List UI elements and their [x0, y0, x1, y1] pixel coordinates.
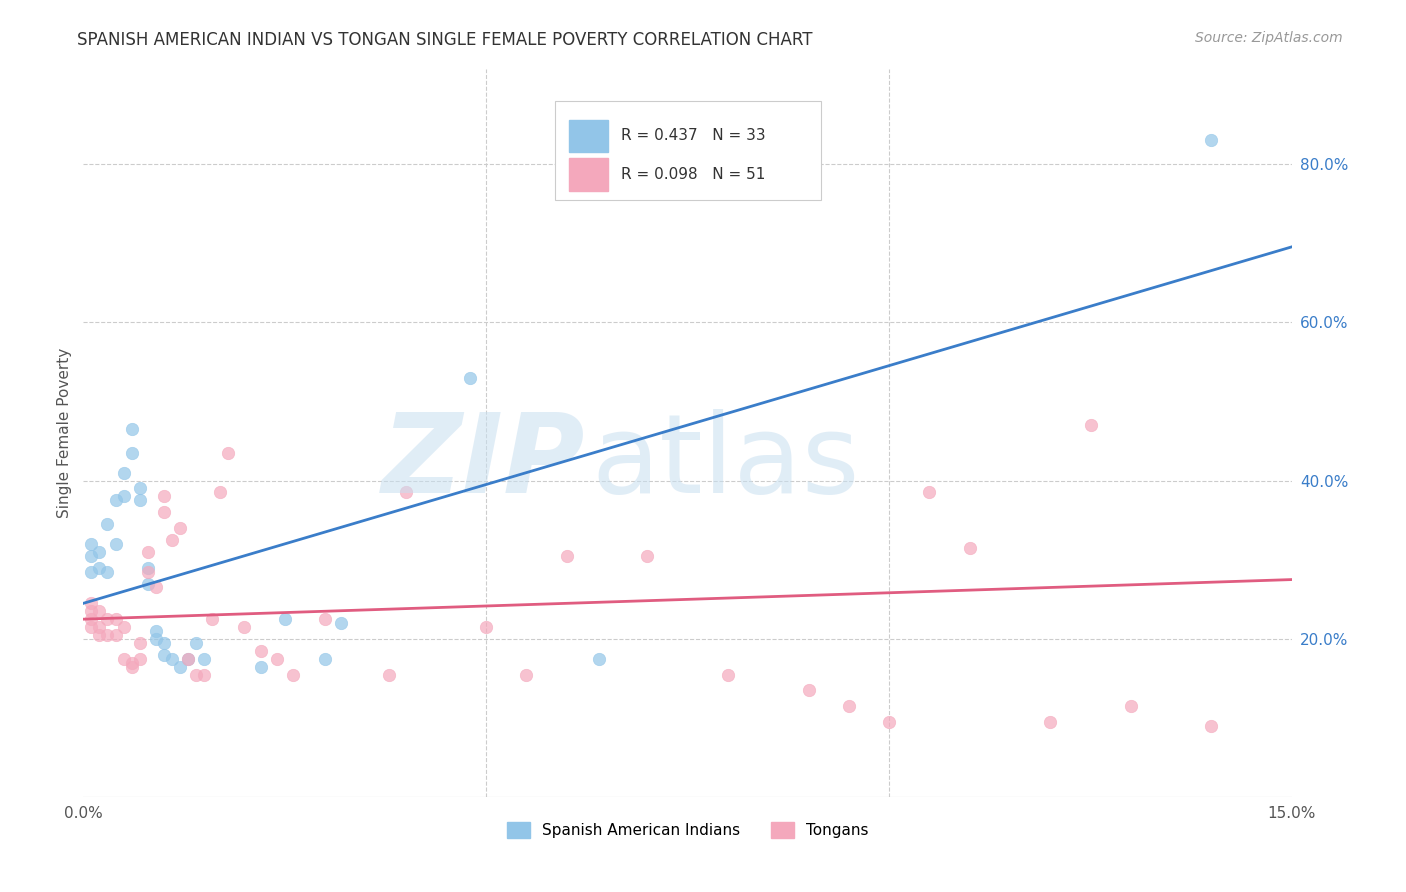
- Point: [96, 628, 118, 642]
- FancyBboxPatch shape: [555, 102, 821, 200]
- Point: [112, 652, 135, 666]
- Point: [281, 667, 304, 681]
- Point: [177, 652, 200, 666]
- Point: [184, 667, 207, 681]
- Point: [266, 652, 288, 666]
- Point: [1201, 719, 1223, 733]
- Point: [153, 489, 176, 503]
- Text: R = 0.098   N = 51: R = 0.098 N = 51: [621, 168, 765, 183]
- Text: R = 0.437   N = 33: R = 0.437 N = 33: [621, 128, 766, 143]
- Point: [233, 620, 256, 634]
- Point: [104, 628, 127, 642]
- Point: [136, 565, 159, 579]
- Point: [121, 656, 143, 670]
- Point: [330, 616, 353, 631]
- Point: [797, 683, 820, 698]
- Point: [145, 581, 167, 595]
- Point: [515, 667, 537, 681]
- Point: [89, 560, 111, 574]
- Point: [80, 612, 103, 626]
- Point: [80, 565, 103, 579]
- Point: [314, 612, 336, 626]
- Point: [217, 446, 239, 460]
- Point: [80, 549, 103, 563]
- Point: [249, 659, 271, 673]
- Point: [80, 596, 103, 610]
- Point: [128, 493, 150, 508]
- Point: [153, 505, 176, 519]
- Point: [193, 667, 215, 681]
- Point: [274, 612, 297, 626]
- Point: [169, 521, 191, 535]
- Point: [394, 485, 416, 500]
- Point: [136, 560, 159, 574]
- Point: [80, 620, 103, 634]
- Point: [475, 620, 498, 634]
- Point: [153, 636, 176, 650]
- Point: [184, 636, 207, 650]
- Text: ZIP: ZIP: [381, 409, 585, 516]
- Point: [89, 604, 111, 618]
- Point: [717, 667, 740, 681]
- Text: SPANISH AMERICAN INDIAN VS TONGAN SINGLE FEMALE POVERTY CORRELATION CHART: SPANISH AMERICAN INDIAN VS TONGAN SINGLE…: [77, 31, 813, 49]
- Point: [121, 446, 143, 460]
- FancyBboxPatch shape: [569, 120, 607, 153]
- Point: [249, 644, 271, 658]
- Point: [128, 482, 150, 496]
- Point: [588, 652, 610, 666]
- Point: [838, 699, 860, 714]
- Point: [89, 628, 111, 642]
- Point: [112, 466, 135, 480]
- Point: [193, 652, 215, 666]
- Point: [104, 537, 127, 551]
- Point: [121, 422, 143, 436]
- Text: atlas: atlas: [591, 409, 859, 516]
- Point: [121, 659, 143, 673]
- Point: [314, 652, 336, 666]
- Point: [555, 549, 578, 563]
- Point: [136, 545, 159, 559]
- Point: [378, 667, 401, 681]
- Point: [877, 715, 900, 730]
- Text: Source: ZipAtlas.com: Source: ZipAtlas.com: [1195, 31, 1343, 45]
- Point: [209, 485, 232, 500]
- Point: [201, 612, 224, 626]
- Point: [1080, 418, 1102, 433]
- Point: [1039, 715, 1062, 730]
- Point: [959, 541, 981, 555]
- Point: [1119, 699, 1142, 714]
- Point: [89, 545, 111, 559]
- Point: [145, 624, 167, 638]
- Point: [112, 489, 135, 503]
- Point: [1201, 133, 1223, 147]
- Point: [89, 620, 111, 634]
- Point: [177, 652, 200, 666]
- Point: [145, 632, 167, 646]
- FancyBboxPatch shape: [569, 158, 607, 191]
- Point: [112, 620, 135, 634]
- Point: [128, 652, 150, 666]
- Point: [96, 517, 118, 532]
- Point: [136, 576, 159, 591]
- Point: [918, 485, 941, 500]
- Point: [160, 533, 183, 547]
- Legend: Spanish American Indians, Tongans: Spanish American Indians, Tongans: [501, 816, 875, 845]
- Point: [104, 493, 127, 508]
- Point: [104, 612, 127, 626]
- Point: [80, 537, 103, 551]
- Point: [96, 565, 118, 579]
- Point: [96, 612, 118, 626]
- Point: [128, 636, 150, 650]
- Y-axis label: Single Female Poverty: Single Female Poverty: [58, 348, 72, 518]
- Point: [160, 652, 183, 666]
- Point: [169, 659, 191, 673]
- Point: [153, 648, 176, 662]
- Point: [80, 604, 103, 618]
- Point: [458, 370, 481, 384]
- Point: [636, 549, 658, 563]
